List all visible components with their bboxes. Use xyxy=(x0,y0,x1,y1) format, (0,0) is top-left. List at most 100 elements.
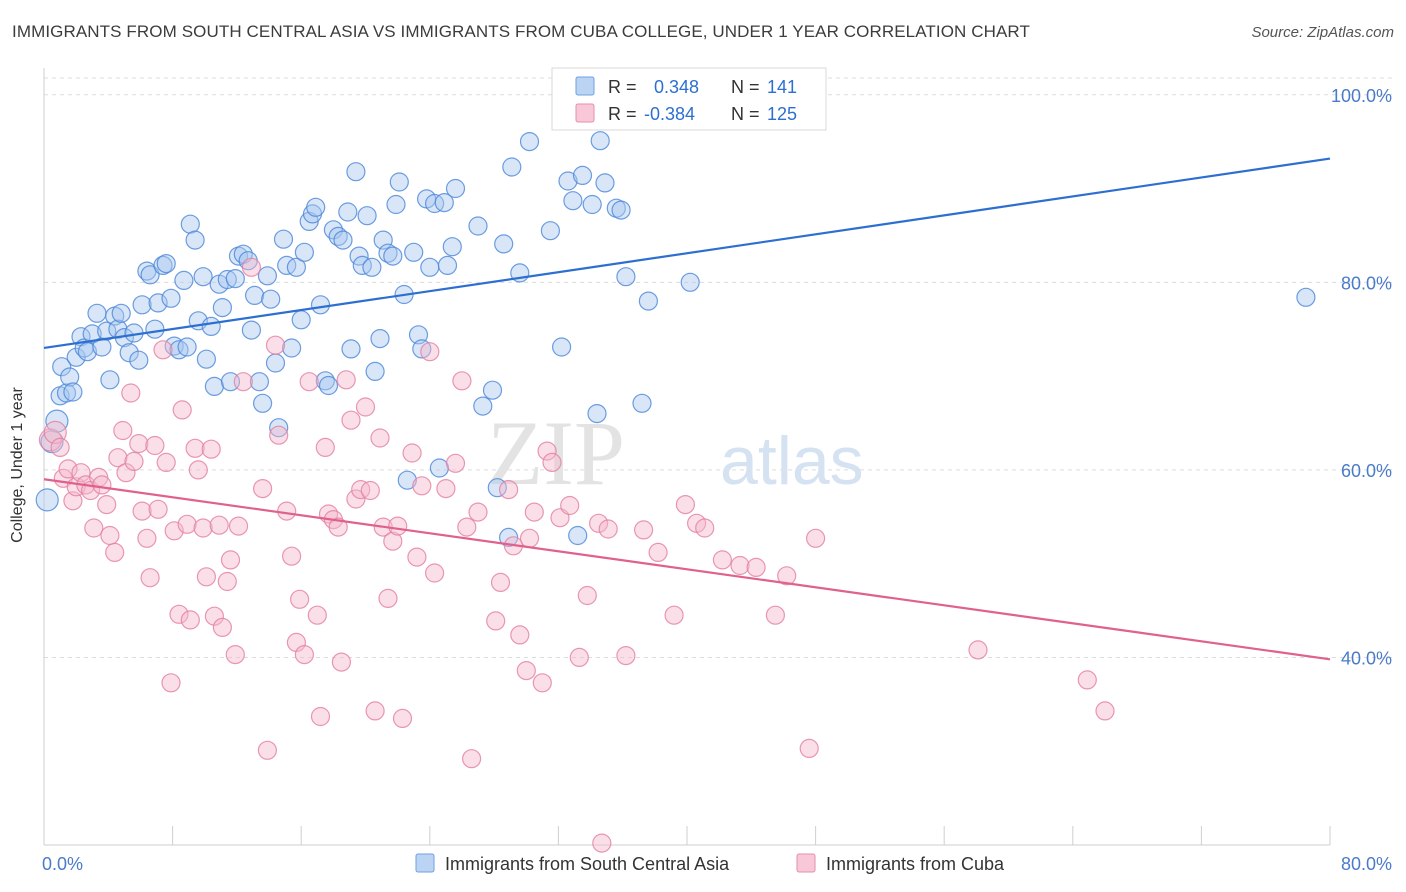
watermark-atlas: atlas xyxy=(720,423,864,499)
bottom-legend-swatch-blue xyxy=(415,853,435,873)
point-south-central-asia-44 xyxy=(212,298,232,318)
point-south-central-asia-121 xyxy=(611,200,631,220)
point-south-central-asia-16 xyxy=(100,370,120,390)
point-south-central-asia-29 xyxy=(153,255,173,275)
point-cuba-23 xyxy=(137,528,157,548)
point-cuba-2 xyxy=(50,437,70,457)
point-cuba-7 xyxy=(71,463,91,483)
legend: R = 0.348 N = 141 R = -0.384 N = 125 xyxy=(551,67,827,131)
point-cuba-31 xyxy=(169,604,189,624)
point-cuba-100 xyxy=(542,452,562,472)
point-south-central-asia-54 xyxy=(253,393,273,413)
point-cuba-43 xyxy=(217,571,237,592)
point-cuba-67 xyxy=(341,410,361,430)
point-south-central-asia-99 xyxy=(442,237,462,257)
point-cuba-38 xyxy=(196,567,216,587)
point-south-central-asia-100 xyxy=(445,178,466,199)
point-cuba-13 xyxy=(97,495,117,515)
point-cuba-28 xyxy=(156,452,176,472)
point-cuba-120 xyxy=(799,738,819,759)
y-tick-label-40: 40.0% xyxy=(1341,648,1392,668)
x-tick-labels: 0.0% 80.0% xyxy=(42,854,1392,874)
point-cuba-44 xyxy=(220,550,241,570)
point-south-central-asia-61 xyxy=(282,338,302,358)
legend-n-value-1: 141 xyxy=(767,77,797,97)
point-south-central-asia-113 xyxy=(563,191,583,211)
trend-lines xyxy=(43,157,1331,661)
point-cuba-68 xyxy=(346,489,366,509)
point-cuba-45 xyxy=(225,644,245,665)
point-south-central-asia-122 xyxy=(616,267,636,287)
point-cuba-27 xyxy=(153,340,173,360)
point-south-central-asia-67 xyxy=(306,197,326,217)
point-south-central-asia-11 xyxy=(77,342,98,362)
point-south-central-asia-87 xyxy=(389,172,409,192)
point-cuba-114 xyxy=(695,518,715,538)
point-cuba-96 xyxy=(519,528,540,548)
point-cuba-88 xyxy=(462,749,482,769)
point-cuba-64 xyxy=(328,517,348,537)
point-cuba-47 xyxy=(233,372,253,392)
bottom-legend: Immigrants from South Central Asia Immig… xyxy=(415,853,1005,874)
x-tick-label-max: 80.0% xyxy=(1341,854,1392,874)
point-cuba-20 xyxy=(124,451,144,471)
point-cuba-59 xyxy=(307,605,327,625)
bottom-legend-swatch-pink xyxy=(796,853,816,873)
point-cuba-73 xyxy=(370,428,390,448)
point-south-central-asia-34 xyxy=(174,270,194,290)
point-south-central-asia-13 xyxy=(87,303,107,323)
point-south-central-asia-64 xyxy=(294,242,314,262)
point-cuba-71 xyxy=(360,480,380,501)
point-south-central-asia-19 xyxy=(111,303,131,323)
point-cuba-12 xyxy=(92,475,112,495)
point-cuba-48 xyxy=(241,257,261,277)
point-cuba-61 xyxy=(315,437,335,457)
point-south-central-asia-80 xyxy=(362,257,382,277)
point-south-central-asia-102 xyxy=(473,396,493,416)
point-cuba-106 xyxy=(592,833,612,853)
point-cuba-118 xyxy=(765,605,786,625)
point-south-central-asia-24 xyxy=(132,295,152,315)
point-cuba-78 xyxy=(392,708,413,729)
point-cuba-107 xyxy=(598,519,618,539)
point-south-central-asia-26 xyxy=(140,265,160,285)
point-south-central-asia-68 xyxy=(310,295,331,315)
point-south-central-asia-58 xyxy=(269,418,289,438)
point-south-central-asia-4 xyxy=(52,357,72,377)
point-cuba-117 xyxy=(746,557,766,578)
point-cuba-33 xyxy=(177,514,197,534)
point-cuba-95 xyxy=(516,660,536,681)
point-cuba-60 xyxy=(310,706,331,727)
legend-r-label-2: R = xyxy=(608,104,637,124)
point-cuba-112 xyxy=(675,495,696,515)
series-south-central-asia-points xyxy=(35,131,1316,548)
point-cuba-102 xyxy=(560,495,580,516)
point-cuba-79 xyxy=(402,443,422,463)
point-cuba-18 xyxy=(116,463,136,483)
point-south-central-asia-62 xyxy=(286,257,306,277)
point-south-central-asia-101 xyxy=(468,216,488,236)
point-cuba-124 xyxy=(1095,701,1115,721)
point-cuba-53 xyxy=(277,501,297,521)
point-cuba-70 xyxy=(355,397,376,417)
axes xyxy=(43,68,1331,846)
bottom-legend-label-pink: Immigrants from Cuba xyxy=(826,854,1005,874)
point-cuba-56 xyxy=(290,589,310,609)
point-cuba-72 xyxy=(365,701,385,721)
point-south-central-asia-95 xyxy=(425,193,445,214)
point-south-central-asia-125 xyxy=(680,272,700,292)
point-cuba-121 xyxy=(805,528,826,548)
point-cuba-92 xyxy=(499,480,519,500)
point-cuba-97 xyxy=(524,502,544,522)
point-cuba-90 xyxy=(486,611,506,631)
point-south-central-asia-78 xyxy=(352,255,372,275)
point-cuba-32 xyxy=(172,400,192,420)
point-cuba-35 xyxy=(185,438,205,458)
point-cuba-81 xyxy=(412,476,432,496)
point-south-central-asia-124 xyxy=(638,291,659,311)
legend-swatch-pink xyxy=(575,103,595,123)
point-cuba-36 xyxy=(188,460,208,480)
point-south-central-asia-47 xyxy=(225,269,245,289)
bottom-legend-label-blue: Immigrants from South Central Asia xyxy=(445,854,730,874)
point-south-central-asia-107 xyxy=(502,157,522,177)
